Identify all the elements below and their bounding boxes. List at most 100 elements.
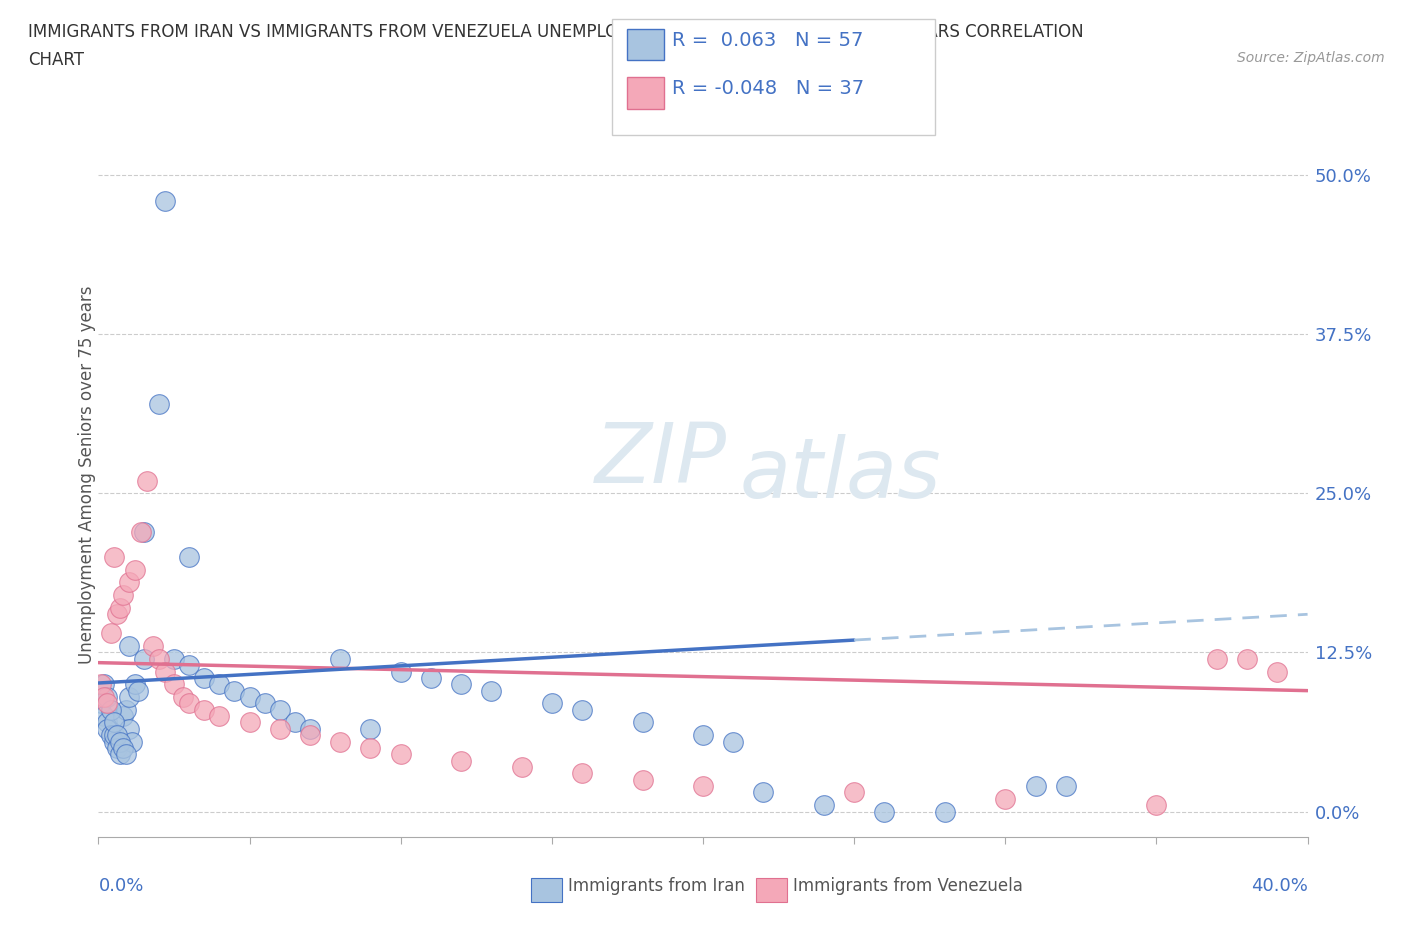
Text: IMMIGRANTS FROM IRAN VS IMMIGRANTS FROM VENEZUELA UNEMPLOYMENT AMONG SENIORS OVE: IMMIGRANTS FROM IRAN VS IMMIGRANTS FROM … — [28, 23, 1084, 41]
Point — [100, 702, 122, 717]
Point — [93, 709, 115, 724]
Point — [163, 677, 186, 692]
Text: R = -0.048   N = 37: R = -0.048 N = 37 — [672, 79, 865, 98]
Point — [124, 677, 146, 692]
Text: atlas: atlas — [740, 433, 941, 515]
Point — [118, 689, 141, 704]
Point — [481, 684, 503, 698]
Point — [153, 193, 176, 208]
Point — [1267, 664, 1289, 679]
Point — [1024, 778, 1046, 793]
Point — [96, 689, 118, 704]
Text: Immigrants from Venezuela: Immigrants from Venezuela — [793, 877, 1022, 896]
Point — [103, 734, 125, 749]
Point — [93, 677, 115, 692]
Point — [93, 689, 115, 704]
Point — [329, 734, 352, 749]
Point — [105, 607, 128, 622]
Point — [96, 715, 118, 730]
Point — [148, 397, 170, 412]
Point — [631, 715, 654, 730]
Point — [360, 740, 382, 755]
Point — [153, 664, 176, 679]
Point — [813, 798, 835, 813]
Point — [571, 766, 593, 781]
Text: 40.0%: 40.0% — [1251, 877, 1308, 895]
Y-axis label: Unemployment Among Seniors over 75 years: Unemployment Among Seniors over 75 years — [79, 286, 96, 663]
Point — [96, 722, 118, 737]
Point — [108, 601, 131, 616]
Point — [172, 689, 194, 704]
Point — [90, 696, 112, 711]
Point — [132, 651, 155, 666]
Point — [389, 664, 412, 679]
Point — [121, 734, 143, 749]
Point — [510, 760, 533, 775]
Point — [420, 671, 443, 685]
Point — [148, 651, 170, 666]
Point — [124, 563, 146, 578]
Point — [1206, 651, 1229, 666]
Point — [269, 722, 291, 737]
Point — [844, 785, 866, 800]
Text: 0.0%: 0.0% — [98, 877, 143, 895]
Point — [103, 715, 125, 730]
Point — [114, 702, 136, 717]
Point — [934, 804, 956, 819]
Point — [111, 709, 134, 724]
Point — [193, 702, 215, 717]
Point — [105, 740, 128, 755]
Point — [118, 722, 141, 737]
Point — [127, 684, 149, 698]
Point — [118, 639, 141, 654]
Point — [1054, 778, 1077, 793]
Point — [360, 722, 382, 737]
Point — [284, 715, 307, 730]
Point — [132, 525, 155, 539]
Point — [179, 696, 201, 711]
Point — [224, 684, 246, 698]
Point — [105, 728, 128, 743]
Point — [103, 550, 125, 565]
Point — [299, 728, 322, 743]
Point — [179, 550, 201, 565]
Point — [239, 715, 262, 730]
Point — [108, 747, 131, 762]
Point — [208, 709, 231, 724]
Point — [723, 734, 745, 749]
Point — [129, 525, 152, 539]
Point — [450, 753, 472, 768]
Point — [299, 722, 322, 737]
Point — [96, 696, 118, 711]
Point — [329, 651, 352, 666]
Text: ZIP: ZIP — [595, 419, 727, 500]
Text: CHART: CHART — [28, 51, 84, 69]
Point — [114, 747, 136, 762]
Point — [692, 778, 714, 793]
Point — [108, 734, 131, 749]
Point — [253, 696, 276, 711]
Point — [208, 677, 231, 692]
Point — [752, 785, 775, 800]
Point — [450, 677, 472, 692]
Point — [631, 772, 654, 787]
Point — [179, 658, 201, 672]
Point — [239, 689, 262, 704]
Point — [111, 740, 134, 755]
Point — [135, 473, 157, 488]
Point — [692, 728, 714, 743]
Point — [389, 747, 412, 762]
Point — [1144, 798, 1167, 813]
Point — [163, 651, 186, 666]
Point — [193, 671, 215, 685]
Point — [142, 639, 165, 654]
Point — [100, 728, 122, 743]
Text: R =  0.063   N = 57: R = 0.063 N = 57 — [672, 31, 863, 49]
Point — [111, 588, 134, 603]
Text: Source: ZipAtlas.com: Source: ZipAtlas.com — [1237, 51, 1385, 65]
Point — [571, 702, 593, 717]
Point — [540, 696, 562, 711]
Point — [103, 728, 125, 743]
Point — [873, 804, 896, 819]
Point — [100, 626, 122, 641]
